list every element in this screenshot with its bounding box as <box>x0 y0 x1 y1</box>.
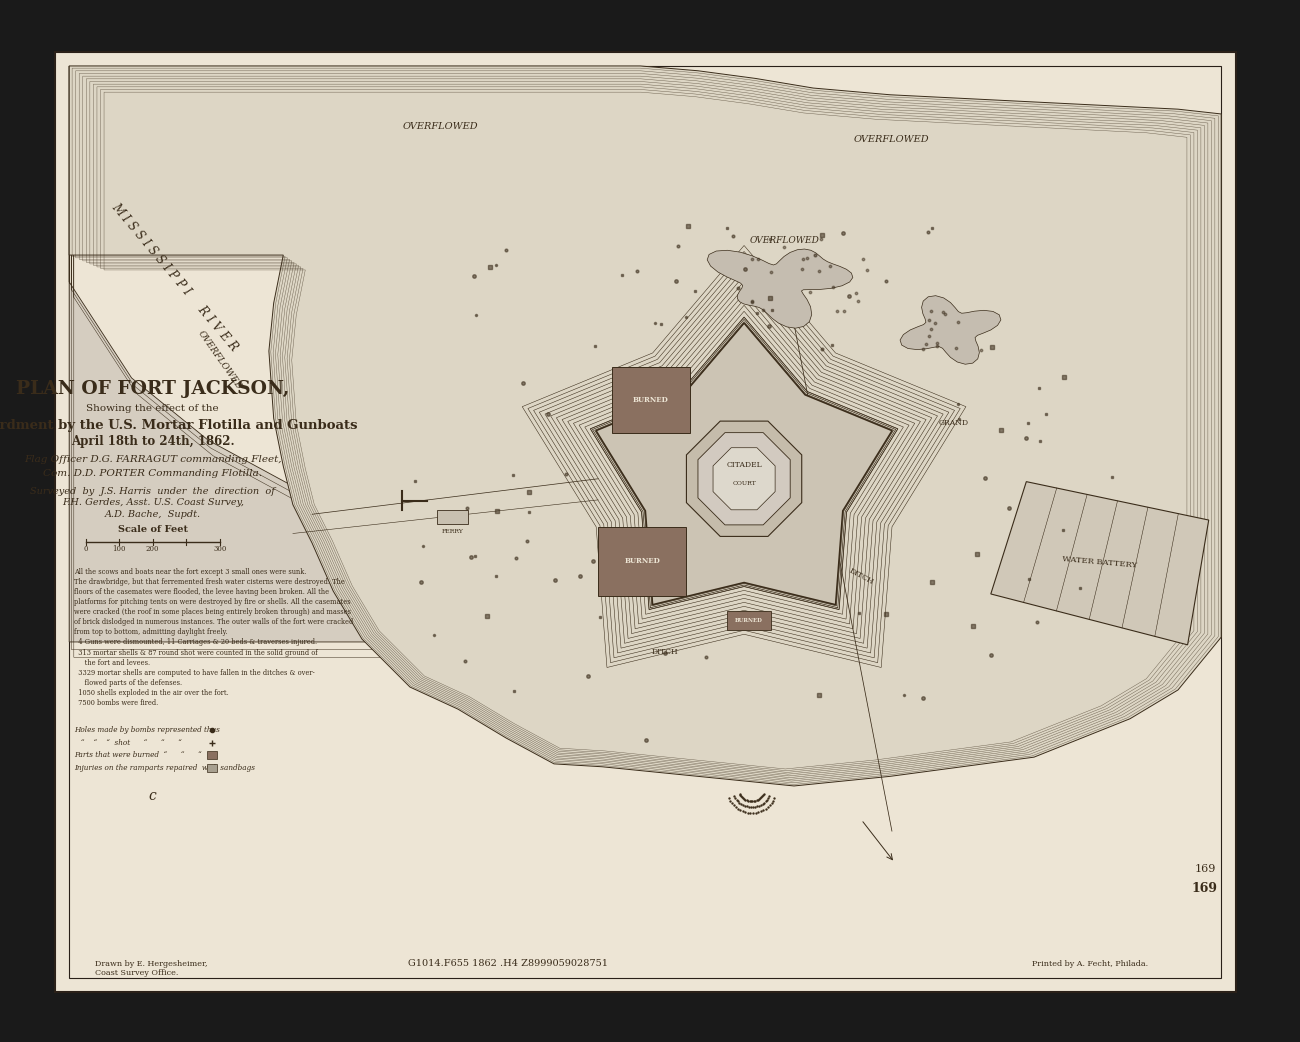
Text: DITCH: DITCH <box>653 647 679 655</box>
Text: G1014.F655 1862 .H4 Z8999059028751: G1014.F655 1862 .H4 Z8999059028751 <box>408 959 608 968</box>
Polygon shape <box>707 249 853 328</box>
Text: Parts that were burned  “      “      “: Parts that were burned “ “ “ <box>74 751 202 760</box>
Text: the fort and levees.: the fort and levees. <box>74 659 150 667</box>
Text: Scale of Feet: Scale of Feet <box>118 525 187 535</box>
Polygon shape <box>698 432 790 525</box>
Text: 200: 200 <box>146 545 160 552</box>
Polygon shape <box>597 323 892 604</box>
Bar <box>208 751 217 759</box>
Polygon shape <box>686 421 802 537</box>
Text: OVERFLOWED: OVERFLOWED <box>196 329 243 392</box>
Polygon shape <box>69 66 446 642</box>
Text: Coast Survey Office.: Coast Survey Office. <box>95 969 178 977</box>
Text: 100: 100 <box>112 545 126 552</box>
Text: The drawbridge, but that ferremented fresh water cisterns were destroyed. The: The drawbridge, but that ferremented fre… <box>74 578 345 586</box>
Text: “    “    “  shot      “      “      “: “ “ “ shot “ “ “ <box>74 739 182 747</box>
Bar <box>208 764 217 771</box>
Polygon shape <box>991 481 1209 645</box>
Text: Drawn by E. Hergesheimer,: Drawn by E. Hergesheimer, <box>95 960 208 968</box>
Bar <box>598 527 686 596</box>
Text: COURT: COURT <box>732 481 757 486</box>
Text: of brick dislodged in numerous instances. The outer walls of the fort were crack: of brick dislodged in numerous instances… <box>74 618 354 626</box>
Polygon shape <box>69 66 1221 786</box>
Text: OVERFLOWED: OVERFLOWED <box>403 122 478 131</box>
Text: Showing the effect of the: Showing the effect of the <box>86 404 218 414</box>
Polygon shape <box>597 323 892 604</box>
Text: Printed by A. Fecht, Philada.: Printed by A. Fecht, Philada. <box>1032 960 1148 968</box>
Text: BURNED: BURNED <box>734 618 763 623</box>
Text: BURNED: BURNED <box>624 557 660 566</box>
Text: CITADEL: CITADEL <box>727 462 762 469</box>
Text: F.H. Gerdes, Asst. U.S. Coast Survey,: F.H. Gerdes, Asst. U.S. Coast Survey, <box>61 498 243 507</box>
Text: 300: 300 <box>213 545 226 552</box>
Text: 7500 bombs were fired.: 7500 bombs were fired. <box>74 699 159 706</box>
Text: All the scows and boats near the fort except 3 small ones were sunk.: All the scows and boats near the fort ex… <box>74 568 307 576</box>
Text: DITCH: DITCH <box>848 567 875 587</box>
Text: c: c <box>148 789 156 802</box>
Bar <box>437 511 468 524</box>
Text: M I S S I S S I P P I     R I V E R: M I S S I S S I P P I R I V E R <box>109 201 240 353</box>
Text: 4 Guns were dismounted, 11 Carriages & 20 beds & traverses injured.: 4 Guns were dismounted, 11 Carriages & 2… <box>74 639 317 646</box>
Text: flowed parts of the defenses.: flowed parts of the defenses. <box>74 678 182 687</box>
Text: 3329 mortar shells are computed to have fallen in the ditches & over-: 3329 mortar shells are computed to have … <box>74 669 315 676</box>
Text: GRAND: GRAND <box>939 419 968 427</box>
Text: 0: 0 <box>83 545 88 552</box>
Text: OVERFLOWED: OVERFLOWED <box>750 237 819 245</box>
Text: WATER BATTERY: WATER BATTERY <box>1062 555 1138 570</box>
Text: from top to bottom, admitting daylight freely.: from top to bottom, admitting daylight f… <box>74 628 228 637</box>
Polygon shape <box>55 51 1235 992</box>
Text: FERRY: FERRY <box>441 529 463 535</box>
Text: PLAN OF FORT JACKSON,: PLAN OF FORT JACKSON, <box>16 380 290 398</box>
Text: 1050 shells exploded in the air over the fort.: 1050 shells exploded in the air over the… <box>74 689 229 697</box>
Text: floors of the casemates were flooded, the levee having been broken. All the: floors of the casemates were flooded, th… <box>74 588 329 596</box>
Text: BURNED: BURNED <box>633 396 668 404</box>
Text: 169: 169 <box>1192 883 1218 895</box>
Text: Com. D.D. PORTER Commanding Flotilla.: Com. D.D. PORTER Commanding Flotilla. <box>43 469 263 477</box>
Polygon shape <box>727 612 771 630</box>
Text: OVERFLOWED: OVERFLOWED <box>854 135 930 145</box>
Text: platforms for pitching tents on were destroyed by fire or shells. All the casema: platforms for pitching tents on were des… <box>74 598 351 606</box>
Polygon shape <box>712 448 775 510</box>
Text: 313 mortar shells & 87 round shot were counted in the solid ground of: 313 mortar shells & 87 round shot were c… <box>74 648 317 656</box>
Text: Injuries on the ramparts repaired  with sandbags: Injuries on the ramparts repaired with s… <box>74 764 255 772</box>
Text: were cracked (the roof in some places being entirely broken through) and masses: were cracked (the roof in some places be… <box>74 609 351 616</box>
Bar <box>611 368 690 432</box>
Text: A.D. Bache,  Supdt.: A.D. Bache, Supdt. <box>105 510 200 519</box>
Text: Bombardment by the U.S. Mortar Flotilla and Gunboats: Bombardment by the U.S. Mortar Flotilla … <box>0 420 358 432</box>
Text: Flag Officer D.G. FARRAGUT commanding Fleet,: Flag Officer D.G. FARRAGUT commanding Fl… <box>23 455 282 464</box>
Polygon shape <box>900 296 1001 365</box>
Text: Holes made by bombs represented thus: Holes made by bombs represented thus <box>74 726 220 735</box>
Text: 169: 169 <box>1195 865 1216 874</box>
Text: April 18th to 24th, 1862.: April 18th to 24th, 1862. <box>72 435 234 448</box>
Text: Surveyed  by  J.S. Harris  under  the  direction  of: Surveyed by J.S. Harris under the direct… <box>30 487 276 496</box>
